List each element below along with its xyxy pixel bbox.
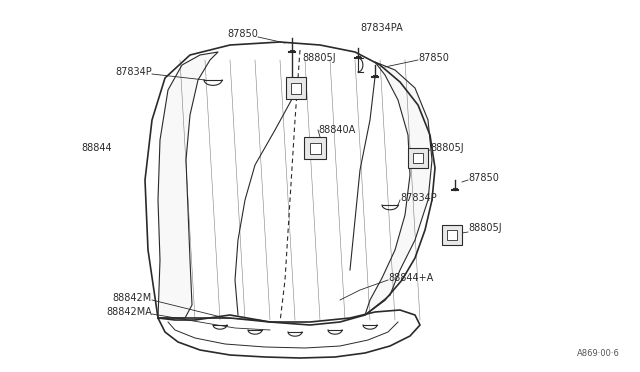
- Text: 88805J: 88805J: [302, 53, 335, 63]
- Text: 88844: 88844: [81, 143, 112, 153]
- Text: 88805J: 88805J: [430, 143, 463, 153]
- Bar: [447, 230, 457, 240]
- Text: 88805J: 88805J: [468, 223, 502, 233]
- Polygon shape: [365, 62, 432, 315]
- Bar: [291, 83, 301, 94]
- Text: 87850: 87850: [418, 53, 449, 63]
- Bar: [286, 77, 306, 99]
- Text: 87834P: 87834P: [400, 193, 436, 203]
- Bar: [442, 225, 462, 245]
- Text: 87834P: 87834P: [115, 67, 152, 77]
- Bar: [304, 137, 326, 159]
- Text: 88842M: 88842M: [113, 293, 152, 303]
- Polygon shape: [145, 42, 435, 325]
- Bar: [413, 153, 423, 163]
- Bar: [408, 148, 428, 168]
- Text: 87850: 87850: [468, 173, 499, 183]
- Text: 88842MA: 88842MA: [106, 307, 152, 317]
- Text: 87834PA: 87834PA: [360, 23, 403, 33]
- Polygon shape: [158, 52, 218, 318]
- Text: 87850: 87850: [227, 29, 258, 39]
- Text: 88840A: 88840A: [318, 125, 355, 135]
- Polygon shape: [158, 310, 420, 358]
- Text: A869·00·6: A869·00·6: [577, 349, 620, 358]
- Bar: [310, 143, 321, 154]
- Text: 88844+A: 88844+A: [388, 273, 433, 283]
